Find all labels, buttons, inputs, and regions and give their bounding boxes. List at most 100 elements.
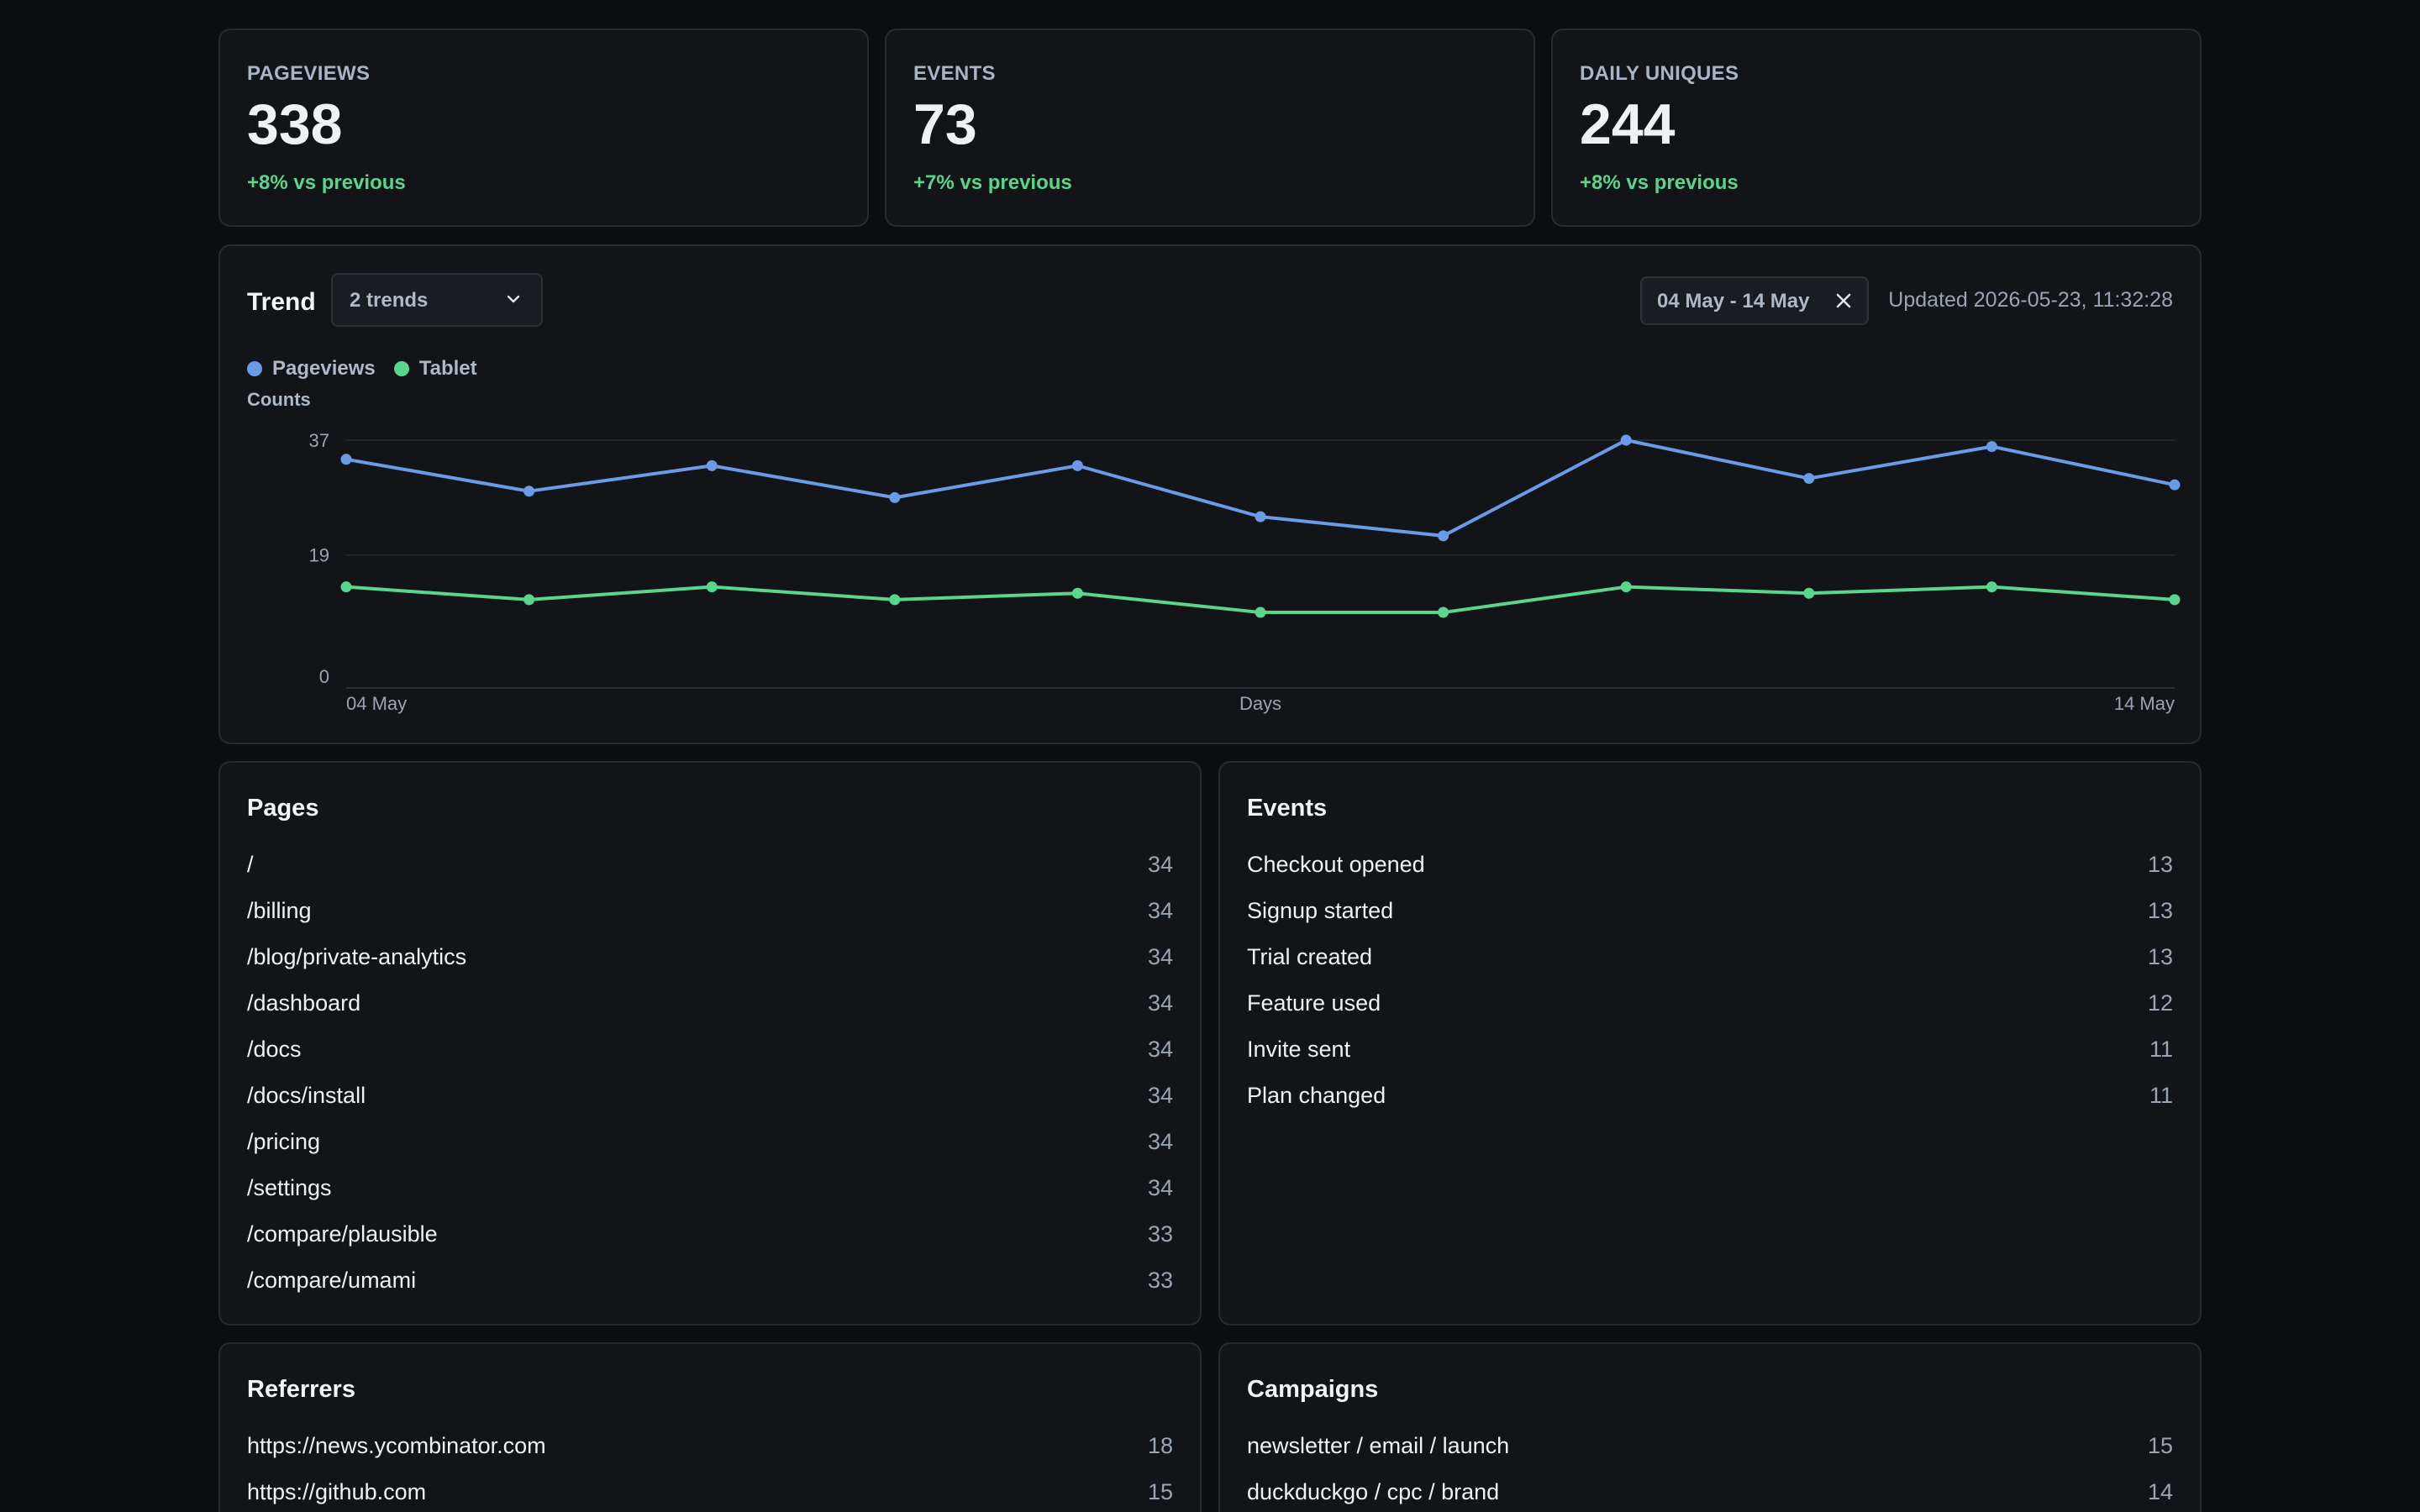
referrers-card: Referrers https://news.ycombinator.com 18… (218, 1342, 1202, 1512)
list-item[interactable]: duckduckgo / cpc / brand 14 (1247, 1479, 2173, 1512)
data-point-tablet (340, 581, 352, 593)
list-item-count: 33 (1147, 1221, 1173, 1247)
stat-delta: +8% vs previous (1580, 171, 1739, 194)
list-item-count: 13 (2147, 944, 2173, 969)
list-item-label: Plan changed (1247, 1083, 1386, 1108)
campaigns-title: Campaigns (1247, 1376, 1379, 1403)
list-item-count: 13 (2147, 852, 2173, 877)
trend-card: Trend 2 trends 04 May - 14 May Updated 2… (218, 244, 2202, 744)
list-item-label: /dashboard (247, 990, 361, 1016)
trend-select-label: 2 trends (350, 289, 429, 312)
list-item-label: Checkout opened (1247, 852, 1425, 877)
list-item[interactable]: Checkout opened 13 (1247, 852, 2173, 898)
y-tick-label: 19 (309, 545, 329, 566)
list-item-count: 11 (2149, 1083, 2173, 1108)
chevron-down-icon (507, 295, 520, 303)
list-item-label: /docs (247, 1037, 302, 1062)
list-item-count: 14 (2147, 1479, 2173, 1504)
trend-chart: 0 19 37 04 May 14 May Days (309, 430, 2181, 714)
list-item[interactable]: https://news.ycombinator.com 18 (247, 1433, 1173, 1479)
list-item-label: /blog/private-analytics (247, 944, 467, 969)
campaigns-card: Campaigns newsletter / email / launch 15 d… (1218, 1342, 2202, 1512)
campaigns-list: newsletter / email / launch 15 duckduckgo … (1247, 1433, 2173, 1512)
stat-card-events: EVENTS 73 +7% vs previous (885, 29, 1535, 227)
date-range-pill[interactable]: 04 May - 14 May (1640, 276, 1869, 325)
data-point-pageviews (1986, 441, 1997, 453)
list-item-label: https://github.com (247, 1479, 427, 1504)
list-item-count: 34 (1147, 990, 1173, 1016)
list-item[interactable]: Trial created 13 (1247, 944, 2173, 990)
stat-label: EVENTS (913, 62, 996, 85)
list-item-label: / (247, 852, 254, 877)
list-item-label: Feature used (1247, 990, 1381, 1016)
list-item-count: 13 (2147, 898, 2173, 923)
list-item-label: newsletter / email / launch (1247, 1433, 1510, 1458)
list-item-count: 34 (1147, 944, 1173, 969)
list-item[interactable]: https://github.com 15 (247, 1479, 1173, 1512)
stat-delta: +7% vs previous (913, 171, 1072, 194)
legend-dot-pageviews (247, 361, 262, 376)
x-tick-label: 04 May (346, 693, 407, 714)
legend-item-pageviews[interactable]: Pageviews (247, 357, 376, 381)
data-point-pageviews (1255, 511, 1266, 522)
list-item-label: /docs/install (247, 1083, 366, 1108)
list-item[interactable]: /billing 34 (247, 898, 1173, 944)
stat-label: PAGEVIEWS (247, 62, 371, 85)
x-axis-label: Days (1239, 693, 1281, 714)
data-point-pageviews (706, 459, 718, 471)
data-point-tablet (2169, 594, 2181, 606)
list-item[interactable]: Signup started 13 (1247, 898, 2173, 944)
list-item[interactable]: Plan changed 11 (1247, 1083, 2173, 1129)
list-item[interactable]: / 34 (247, 852, 1173, 898)
list-item-count: 34 (1147, 898, 1173, 923)
pages-card: Pages / 34/billing 34/blog/private-analyti… (218, 761, 1202, 1326)
list-item-label: https://news.ycombinator.com (247, 1433, 546, 1458)
list-item-label: /compare/plausible (247, 1221, 438, 1247)
list-item[interactable]: Feature used 12 (1247, 990, 2173, 1037)
date-range-label: 04 May - 14 May (1657, 290, 1810, 312)
stat-card-daily-uniques: DAILY UNIQUES 244 +8% vs previous (1551, 29, 2202, 227)
legend-item-tablet[interactable]: Tablet (393, 357, 477, 381)
y-tick-label: 0 (319, 666, 329, 687)
list-item-count: 33 (1147, 1268, 1173, 1293)
x-tick-label: 14 May (2114, 693, 2175, 714)
list-item[interactable]: /docs/install 34 (247, 1083, 1173, 1129)
list-item-label: /billing (247, 898, 312, 923)
data-point-tablet (1986, 581, 1997, 593)
list-item[interactable]: /compare/plausible 33 (247, 1221, 1173, 1268)
trend-select[interactable]: 2 trends (331, 273, 543, 327)
list-item[interactable]: /blog/private-analytics 34 (247, 944, 1173, 990)
list-item-count: 34 (1147, 1083, 1173, 1108)
referrers-title: Referrers (247, 1376, 355, 1403)
pages-list: / 34/billing 34/blog/private-analytics 34/d… (247, 852, 1173, 1314)
legend-label: Pageviews (272, 357, 376, 380)
referrers-list: https://news.ycombinator.com 18 https://gi… (247, 1433, 1173, 1512)
list-item-count: 34 (1147, 1037, 1173, 1062)
events-list: Checkout opened 13 Signup started 13 Trial c… (1247, 852, 2173, 1129)
list-item-count: 11 (2149, 1037, 2173, 1062)
data-point-tablet (1438, 606, 1449, 618)
list-item[interactable]: /pricing 34 (247, 1129, 1173, 1175)
data-point-tablet (1803, 587, 1815, 599)
list-item-count: 15 (2147, 1433, 2173, 1458)
list-item[interactable]: /settings 34 (247, 1175, 1173, 1221)
list-item[interactable]: /docs 34 (247, 1037, 1173, 1083)
list-item[interactable]: /dashboard 34 (247, 990, 1173, 1037)
list-item-label: /pricing (247, 1129, 321, 1154)
updated-timestamp: Updated 2026-05-23, 11:32:28 (1888, 288, 2173, 312)
stat-label: DAILY UNIQUES (1580, 62, 1739, 85)
list-item[interactable]: Invite sent 11 (1247, 1037, 2173, 1083)
data-point-tablet (889, 594, 901, 606)
list-item-label: duckduckgo / cpc / brand (1247, 1479, 1500, 1504)
list-item-label: Signup started (1247, 898, 1394, 923)
data-point-tablet (1071, 587, 1083, 599)
list-item-count: 34 (1147, 852, 1173, 877)
close-icon[interactable] (1835, 292, 1852, 309)
list-item-count: 12 (2147, 990, 2173, 1016)
legend-dot-tablet (393, 361, 409, 376)
events-card: Events Checkout opened 13 Signup started 13… (1218, 761, 2202, 1326)
list-item[interactable]: newsletter / email / launch 15 (1247, 1433, 2173, 1479)
stat-value: 338 (247, 92, 343, 156)
data-point-tablet (706, 581, 718, 593)
list-item[interactable]: /compare/umami 33 (247, 1268, 1173, 1314)
